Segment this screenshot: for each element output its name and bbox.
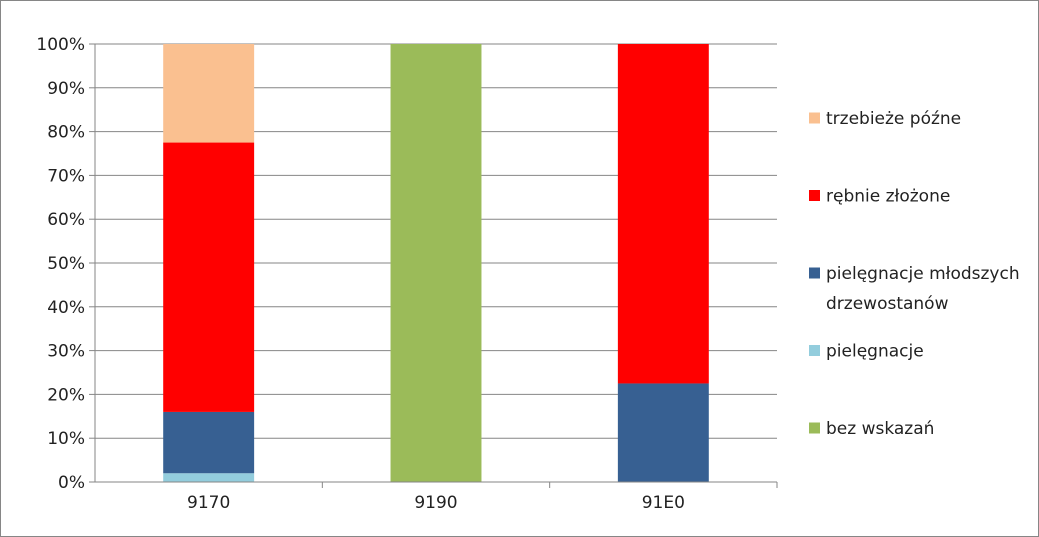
legend-label: drzewostanów — [826, 294, 949, 314]
legend-swatch — [809, 267, 820, 279]
legend-label: trzebieże późne — [826, 109, 961, 129]
y-tick-label: 30% — [47, 342, 85, 362]
legend-swatch — [809, 422, 820, 434]
legend: trzebieże późne rębnie złożone pielęgnacje… — [809, 109, 1020, 439]
legend-item: bez wskazań — [809, 419, 934, 439]
y-tick-label: 50% — [47, 254, 85, 274]
bar-segment-9170-4 — [163, 44, 255, 143]
bar-segment-9170-2 — [163, 411, 255, 474]
legend-swatch — [809, 190, 820, 201]
x-category-label: 9190 — [414, 493, 457, 513]
axes: 0% 10% 20% 30% 40% 50% 60% 70% 80% 90% 100% 9170 919… — [36, 35, 778, 513]
y-tick-label: 100% — [36, 35, 85, 55]
legend-label: rębnie złożone — [826, 187, 950, 207]
legend-item: trzebieże późne — [809, 109, 961, 129]
y-tick-label: 80% — [47, 123, 85, 143]
legend-swatch — [809, 112, 820, 124]
bar-segment-91E0-3 — [617, 44, 709, 384]
y-tick-label: 0% — [58, 473, 85, 493]
bars — [163, 44, 709, 482]
legend-label: bez wskazań — [826, 419, 934, 439]
legend-swatch — [809, 345, 820, 356]
bar-segment-9190-0 — [390, 44, 482, 482]
legend-item: rębnie złożone — [809, 187, 950, 207]
bar-segment-9170-1 — [163, 473, 255, 482]
legend-item: pielęgnacje — [809, 342, 924, 362]
y-tick-label: 70% — [47, 166, 85, 186]
y-tick-label: 20% — [47, 385, 85, 405]
y-tick-label: 10% — [47, 429, 85, 449]
legend-label: pielęgnacje — [826, 342, 924, 362]
legend-item: pielęgnacje młodszych drzewostanów — [809, 264, 1020, 314]
legend-label: pielęgnacje młodszych — [826, 264, 1020, 284]
bar-segment-9170-3 — [163, 142, 255, 412]
bar-segment-91E0-2 — [617, 383, 709, 482]
x-category-label: 9170 — [187, 493, 230, 513]
y-tick-label: 40% — [47, 298, 85, 318]
y-tick-label: 60% — [47, 210, 85, 230]
y-tick-label: 90% — [47, 79, 85, 99]
x-category-label: 91E0 — [642, 493, 685, 513]
